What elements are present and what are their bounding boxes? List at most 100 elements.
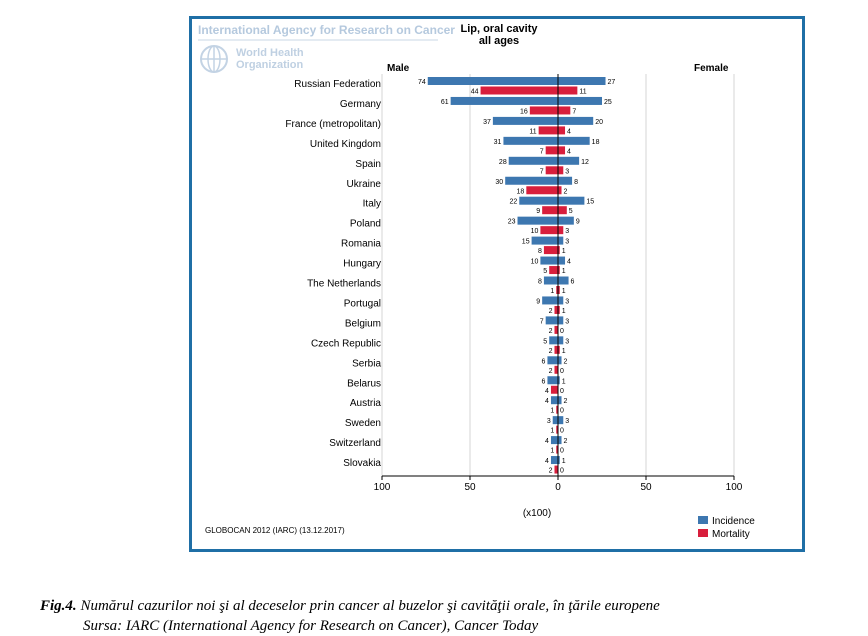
label-female-mortality: 0: [560, 408, 564, 415]
label-female-mortality: 0: [560, 328, 564, 335]
label-male-incidence: 4: [545, 398, 549, 405]
country-label: Serbia: [352, 358, 381, 369]
label-female-mortality: 0: [560, 368, 564, 375]
bar-female-incidence: [558, 376, 560, 385]
bar-male-incidence: [505, 176, 558, 185]
label-male-incidence: 4: [545, 438, 549, 445]
label-female-incidence: 1: [562, 458, 566, 465]
label-male-mortality: 2: [549, 308, 553, 315]
label-male-incidence: 4: [545, 458, 549, 465]
country-label: Ukraine: [347, 179, 382, 190]
bar-female-mortality: [558, 86, 578, 95]
bar-male-incidence: [543, 276, 558, 285]
label-male-mortality: 10: [531, 228, 539, 235]
x-tick-label: 50: [464, 482, 476, 493]
country-label: Italy: [363, 199, 381, 210]
label-male-mortality: 16: [520, 108, 528, 115]
label-female-incidence: 25: [604, 99, 612, 106]
bar-female-incidence: [558, 276, 569, 285]
label-female-mortality: 0: [560, 468, 564, 475]
label-female-mortality: 3: [565, 228, 569, 235]
bar-male-mortality: [556, 445, 558, 454]
bar-female-mortality: [558, 226, 564, 235]
label-male-mortality: 1: [550, 408, 554, 415]
label-female-mortality: 4: [567, 148, 571, 155]
bar-chart: International Agency for Research on Can…: [198, 23, 755, 540]
label-female-incidence: 6: [571, 279, 575, 286]
bar-female-incidence: [558, 176, 573, 185]
label-female-incidence: 27: [608, 79, 616, 86]
label-male-incidence: 7: [540, 318, 544, 325]
bar-male-incidence: [503, 136, 558, 145]
country-label: Austria: [350, 398, 382, 409]
label-male-mortality: 1: [550, 428, 554, 435]
label-female-incidence: 3: [565, 298, 569, 305]
bar-female-incidence: [558, 196, 585, 205]
bar-male-incidence: [542, 296, 558, 305]
male-label: Male: [387, 63, 410, 74]
who-emblem-icon: [200, 45, 228, 73]
x-axis-unit: (x100): [523, 508, 551, 519]
country-label: Spain: [355, 159, 381, 170]
label-male-incidence: 22: [509, 199, 517, 206]
legend-swatch-incidence: [698, 516, 708, 524]
x-tick-label: 50: [640, 482, 652, 493]
label-male-incidence: 10: [531, 259, 539, 266]
bar-female-incidence: [558, 256, 566, 265]
label-female-incidence: 15: [586, 199, 594, 206]
bar-male-incidence: [492, 116, 558, 125]
label-female-incidence: 2: [564, 398, 568, 405]
country-label: Germany: [340, 99, 381, 110]
bar-female-incidence: [558, 316, 564, 325]
label-male-incidence: 23: [508, 219, 516, 226]
bar-female-mortality: [558, 206, 567, 215]
bar-male-incidence: [550, 456, 558, 465]
bar-male-mortality: [549, 266, 558, 275]
who-name-line1: World Health: [236, 47, 304, 59]
bar-female-incidence: [558, 356, 562, 365]
bar-female-incidence: [558, 136, 590, 145]
bar-male-incidence: [427, 77, 558, 85]
country-label: Portugal: [344, 298, 381, 309]
label-male-incidence: 28: [499, 159, 507, 166]
bar-male-mortality: [554, 325, 558, 334]
label-male-mortality: 1: [550, 448, 554, 455]
caption-source: Sursa: IARC (International Agency for Re…: [83, 618, 539, 634]
bar-male-incidence: [517, 216, 558, 225]
bar-female-incidence: [558, 416, 564, 425]
bar-female-mortality: [558, 166, 564, 175]
bar-female-incidence: [558, 296, 564, 305]
label-male-mortality: 2: [549, 328, 553, 335]
bar-female-incidence: [558, 396, 562, 405]
label-female-incidence: 18: [592, 139, 600, 146]
bar-male-incidence: [531, 236, 558, 245]
label-female-incidence: 2: [564, 358, 568, 365]
country-label: Belgium: [345, 318, 381, 329]
bar-male-mortality: [542, 206, 558, 215]
bar-female-mortality: [558, 126, 566, 135]
label-female-incidence: 3: [565, 418, 569, 425]
label-male-incidence: 8: [538, 279, 542, 286]
label-female-mortality: 2: [564, 188, 568, 195]
chart-frame: International Agency for Research on Can…: [189, 16, 805, 552]
label-female-mortality: 0: [560, 388, 564, 395]
label-male-incidence: 37: [483, 119, 491, 126]
country-label: France (metropolitan): [285, 119, 381, 130]
label-female-incidence: 3: [565, 318, 569, 325]
bar-female-incidence: [558, 216, 574, 225]
label-male-mortality: 8: [538, 248, 542, 255]
label-female-mortality: 1: [562, 248, 566, 255]
label-female-mortality: 0: [560, 448, 564, 455]
label-female-mortality: 1: [562, 348, 566, 355]
label-male-mortality: 18: [517, 188, 525, 195]
bar-male-incidence: [547, 356, 558, 365]
label-male-incidence: 3: [547, 418, 551, 425]
bar-female-incidence: [558, 336, 564, 345]
bar-male-mortality: [526, 186, 558, 195]
label-female-mortality: 3: [565, 168, 569, 175]
who-name-line2: Organization: [236, 59, 304, 71]
bar-male-incidence: [450, 96, 558, 105]
label-male-incidence: 61: [441, 99, 449, 106]
country-label: Slovakia: [343, 458, 381, 469]
source-note: GLOBOCAN 2012 (IARC) (13.12.2017): [205, 526, 345, 535]
